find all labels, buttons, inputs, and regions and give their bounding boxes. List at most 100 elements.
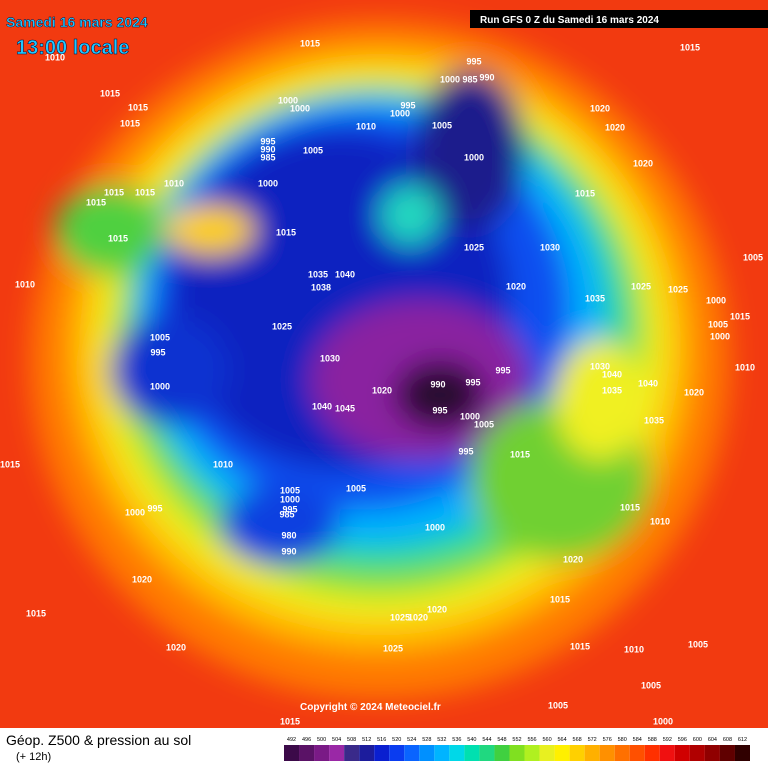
pressure-label: 1015 bbox=[100, 88, 120, 98]
pressure-label: 985 bbox=[462, 74, 477, 84]
scale-swatch bbox=[614, 745, 630, 761]
pressure-label: 1010 bbox=[15, 279, 35, 289]
pressure-label: 1005 bbox=[280, 485, 300, 495]
pressure-label: 1020 bbox=[372, 385, 392, 395]
scale-label: 552 bbox=[512, 737, 521, 743]
pressure-label: 1040 bbox=[312, 401, 332, 411]
pressure-label: 1025 bbox=[631, 281, 651, 291]
pressure-label: 1035 bbox=[308, 269, 328, 279]
pressure-label: 1015 bbox=[0, 459, 20, 469]
pressure-label: 995 bbox=[400, 100, 415, 110]
pressure-label: 1020 bbox=[408, 612, 428, 622]
pressure-label: 1020 bbox=[166, 642, 186, 652]
pressure-label: 995 bbox=[458, 446, 473, 456]
pressure-label: 1035 bbox=[644, 415, 664, 425]
scale-label: 580 bbox=[618, 737, 627, 743]
pressure-label: 995 bbox=[150, 347, 165, 357]
pressure-label: 1000 bbox=[440, 74, 460, 84]
pressure-label: 1000 bbox=[464, 152, 484, 162]
scale-swatch bbox=[674, 745, 690, 761]
scale-label: 568 bbox=[573, 737, 582, 743]
run-info: Run GFS 0 Z du Samedi 16 mars 2024 bbox=[480, 15, 659, 26]
scale-swatch bbox=[689, 745, 705, 761]
scale-swatch bbox=[509, 745, 525, 761]
pressure-label: 1010 bbox=[624, 644, 644, 654]
pressure-label: 985 bbox=[279, 509, 294, 519]
scale-label: 504 bbox=[332, 737, 341, 743]
pressure-label: 1005 bbox=[474, 419, 494, 429]
scale-swatch bbox=[629, 745, 645, 761]
map-date: Samedi 16 mars 2024 bbox=[6, 14, 148, 30]
scale-label: 516 bbox=[377, 737, 386, 743]
scale-label: 588 bbox=[648, 737, 657, 743]
pressure-label: 1040 bbox=[335, 269, 355, 279]
scale-label: 500 bbox=[317, 737, 326, 743]
scale-label: 528 bbox=[422, 737, 431, 743]
pressure-label: 1000 bbox=[125, 507, 145, 517]
scale-label: 536 bbox=[452, 737, 461, 743]
scale-label: 596 bbox=[678, 737, 687, 743]
scale-swatch bbox=[299, 745, 315, 761]
pressure-label: 1015 bbox=[550, 594, 570, 604]
pressure-label: 1000 bbox=[280, 494, 300, 504]
pressure-label: 1005 bbox=[641, 680, 661, 690]
pressure-label: 1015 bbox=[575, 188, 595, 198]
pressure-label: 1035 bbox=[585, 293, 605, 303]
pressure-label: 1010 bbox=[735, 362, 755, 372]
pressure-label: 995 bbox=[495, 365, 510, 375]
pressure-label: 1015 bbox=[104, 187, 124, 197]
pressure-label: 1025 bbox=[383, 643, 403, 653]
legend-subtitle: (+ 12h) bbox=[16, 751, 51, 763]
pressure-label: 985 bbox=[260, 152, 275, 162]
pressure-label: 1010 bbox=[45, 52, 65, 62]
pressure-label: 1015 bbox=[128, 102, 148, 112]
pressure-label: 1000 bbox=[706, 295, 726, 305]
scale-label: 608 bbox=[723, 737, 732, 743]
pressure-label: 980 bbox=[281, 530, 296, 540]
pressure-label: 1000 bbox=[150, 381, 170, 391]
run-banner bbox=[470, 10, 768, 28]
pressure-label: 1005 bbox=[743, 252, 763, 262]
scale-label: 492 bbox=[287, 737, 296, 743]
scale-label: 604 bbox=[708, 737, 717, 743]
pressure-label: 1015 bbox=[620, 502, 640, 512]
pressure-label: 990 bbox=[479, 72, 494, 82]
pressure-label: 1005 bbox=[708, 319, 728, 329]
pressure-label: 1000 bbox=[390, 108, 410, 118]
pressure-label: 1040 bbox=[602, 369, 622, 379]
scale-label: 556 bbox=[527, 737, 536, 743]
pressure-label: 1020 bbox=[132, 574, 152, 584]
scale-label: 584 bbox=[633, 737, 642, 743]
scale-swatch bbox=[314, 745, 330, 761]
scale-swatch bbox=[569, 745, 585, 761]
scale-label: 512 bbox=[362, 737, 371, 743]
scale-swatch bbox=[359, 745, 375, 761]
pressure-label: 1000 bbox=[425, 522, 445, 532]
pressure-label: 1020 bbox=[563, 554, 583, 564]
scale-label: 508 bbox=[347, 737, 356, 743]
copyright: Copyright © 2024 Meteociel.fr bbox=[300, 702, 441, 713]
pressure-label: 1000 bbox=[653, 716, 673, 726]
pressure-label: 995 bbox=[282, 504, 297, 514]
pressure-label: 1015 bbox=[300, 38, 320, 48]
pressure-label: 1015 bbox=[280, 716, 300, 726]
pressure-label: 1025 bbox=[464, 242, 484, 252]
pressure-label: 1000 bbox=[710, 331, 730, 341]
scale-swatch bbox=[584, 745, 600, 761]
pressure-label: 1040 bbox=[638, 378, 658, 388]
legend-title: Géop. Z500 & pression au sol bbox=[6, 732, 191, 748]
pressure-label: 1015 bbox=[86, 197, 106, 207]
pressure-label: 990 bbox=[260, 144, 275, 154]
scale-label: 496 bbox=[302, 737, 311, 743]
pressure-label: 1020 bbox=[684, 387, 704, 397]
pressure-label: 1025 bbox=[272, 321, 292, 331]
pressure-label: 1010 bbox=[164, 178, 184, 188]
scale-swatch bbox=[374, 745, 390, 761]
scale-swatch bbox=[344, 745, 360, 761]
pressure-label: 1000 bbox=[278, 95, 298, 105]
pressure-label: 1010 bbox=[650, 516, 670, 526]
pressure-label: 1010 bbox=[356, 121, 376, 131]
